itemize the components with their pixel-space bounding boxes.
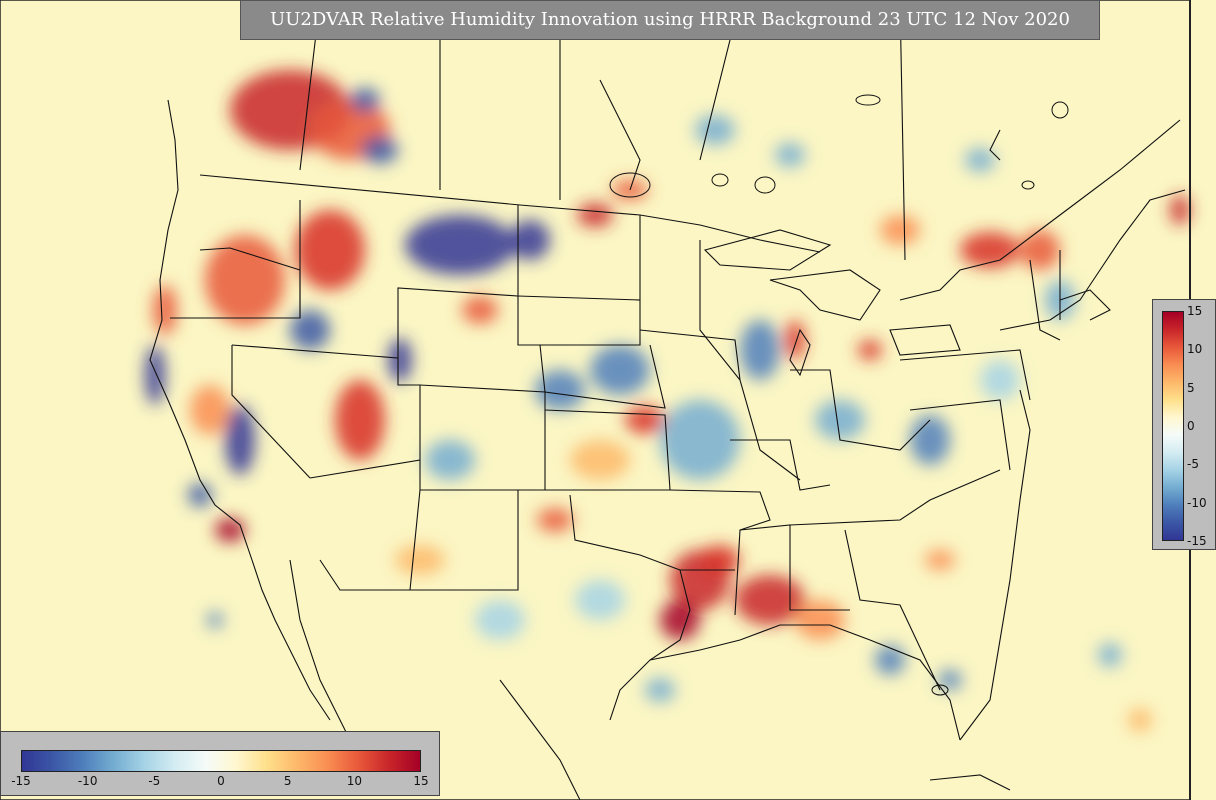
colorbar-tick-label: 0 <box>217 774 225 788</box>
innovation-patch <box>537 508 573 532</box>
innovation-patch <box>295 210 365 290</box>
colorbar-horizontal: -15 -10 -5 0 5 10 15 <box>0 731 440 796</box>
innovation-patch <box>570 440 630 480</box>
innovation-patch <box>577 203 613 227</box>
innovation-patch <box>775 143 805 167</box>
state-boundaries <box>149 0 1186 800</box>
innovation-patch <box>1170 195 1190 225</box>
innovation-patch <box>980 360 1020 400</box>
innovation-patch <box>1098 643 1122 667</box>
innovation-patch <box>425 440 475 480</box>
innovation-patch <box>225 405 255 475</box>
map-title: UU2DVAR Relative Humidity Innovation usi… <box>270 9 1070 30</box>
colorbar-tick-label: 5 <box>283 774 292 788</box>
innovation-patch <box>350 88 380 112</box>
innovation-patch <box>735 575 805 625</box>
innovation-patch <box>462 296 498 324</box>
innovation-patch <box>925 550 955 570</box>
innovation-patch <box>660 400 740 480</box>
colorbar-vertical: -15 -10 -5 0 5 10 15 <box>1152 299 1216 550</box>
innovation-patch <box>362 136 398 164</box>
colorbar-horizontal-gradient <box>21 750 421 772</box>
lake-outlines <box>609 94 1069 696</box>
colorbar-tick-label: -10 <box>1187 495 1207 510</box>
innovation-patch <box>785 320 805 360</box>
colorbar-tick-label: 0 <box>1187 419 1195 433</box>
innovation-patch <box>290 310 330 350</box>
innovation-patch <box>625 406 665 434</box>
colorbar-tick-label: -10 <box>77 774 98 788</box>
innovation-patch <box>190 385 230 435</box>
innovation-patch <box>590 345 650 395</box>
innovation-patch <box>960 232 1020 268</box>
innovation-patch <box>335 380 385 460</box>
colorbar-vertical-gradient <box>1162 311 1184 541</box>
innovation-patch <box>1128 708 1152 732</box>
colorbar-tick-label: -5 <box>148 774 161 788</box>
innovation-patch <box>153 285 177 335</box>
innovation-patch <box>205 235 285 325</box>
innovation-patch <box>395 545 445 575</box>
colorbar-tick-label: 10 <box>346 774 362 788</box>
innovation-patch <box>938 670 962 690</box>
innovation-patch <box>405 215 515 275</box>
colorbar-tick-label: 15 <box>413 774 429 788</box>
innovation-patch <box>510 220 550 260</box>
innovation-patch <box>880 215 920 245</box>
innovation-patch <box>145 345 165 405</box>
innovation-patch <box>795 600 845 640</box>
innovation-patch <box>700 545 740 575</box>
colorbar-tick-label: 15 <box>1187 304 1203 318</box>
innovation-patch <box>535 370 585 410</box>
innovation-field <box>145 70 1190 732</box>
innovation-patch <box>660 600 700 640</box>
innovation-patch <box>965 148 995 172</box>
innovation-patch <box>475 600 525 640</box>
innovation-patch <box>388 338 412 382</box>
title-box: UU2DVAR Relative Humidity Innovation usi… <box>240 0 1100 40</box>
innovation-patch <box>207 612 223 628</box>
colorbar-tick-label: 10 <box>1187 342 1203 357</box>
colorbar-tick-label: -15 <box>11 774 31 788</box>
colorbar-tick-label: -15 <box>1187 534 1207 548</box>
innovation-patch <box>740 320 780 380</box>
innovation-patch <box>858 340 882 360</box>
innovation-patch <box>645 678 675 702</box>
innovation-patch <box>875 645 905 675</box>
innovation-patch <box>215 518 245 542</box>
colorbar-tick-label: 5 <box>1187 380 1195 395</box>
innovation-patch <box>695 115 735 145</box>
innovation-patch <box>910 415 950 465</box>
innovation-patch <box>1020 230 1060 270</box>
innovation-patch <box>575 580 625 620</box>
colorbar-tick-label: -5 <box>1187 457 1199 472</box>
innovation-patch <box>815 400 865 440</box>
